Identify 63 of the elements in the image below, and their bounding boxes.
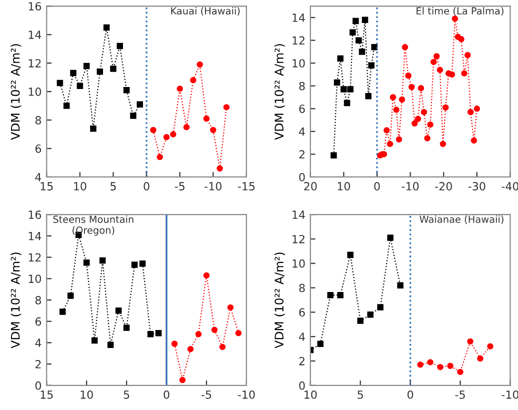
y-tick-label: 14	[292, 14, 305, 22]
y-tick-label: 2	[299, 356, 304, 366]
y-tick-label: 10	[28, 274, 42, 284]
x-tick-label: 10	[80, 390, 93, 399]
x-tick-label: 10	[338, 182, 350, 190]
y-tick-label: 8	[35, 116, 41, 124]
x-tick-label: 5	[110, 182, 116, 190]
y-tick-label: 14	[292, 210, 305, 219]
y-tick-label: 2	[36, 360, 41, 368]
x-tick-label: -10	[238, 390, 255, 399]
x-tick-label: 10	[74, 182, 86, 190]
y-axis-title: VDM (10²² A/m²)	[10, 252, 22, 348]
y-tick-label: 4	[35, 173, 42, 182]
y-tick-label: 12	[292, 234, 304, 244]
annotation: Waianae (Hawaii)	[420, 215, 504, 224]
x-tick-label: -15	[238, 182, 255, 190]
y-tick-label: 16	[28, 210, 42, 219]
x-tick-label: 10	[304, 390, 317, 399]
y-tick-label: 4	[299, 332, 305, 341]
y-tick-label: 12	[292, 36, 304, 45]
y-tick-label: 0	[299, 381, 305, 390]
y-tick-label: 10	[292, 59, 305, 68]
y-axis-title: VDM (10²² A/m²)	[10, 44, 22, 140]
annotation: Kauai (Hawaii)	[171, 7, 240, 16]
x-tick-label: -10	[402, 182, 419, 190]
y-axis-title: VDM (10²² A/m²)	[274, 44, 285, 140]
x-tick-label: -5	[455, 390, 465, 399]
x-tick-label: 0	[144, 182, 150, 190]
y-tick-label: 8	[299, 284, 305, 292]
y-tick-label: 14	[28, 30, 42, 39]
x-tick-label: 0	[374, 182, 380, 190]
y-tick-label: 12	[28, 59, 41, 68]
y-tick-label: 6	[299, 104, 305, 114]
y-tick-label: 16	[28, 2, 42, 11]
y-tick-label: 0	[35, 381, 42, 390]
x-tick-label: -5	[201, 390, 212, 399]
y-tick-label: 12	[28, 253, 41, 262]
x-tick-label: -10	[204, 182, 222, 190]
x-tick-label: -30	[468, 182, 486, 190]
x-tick-label: -5	[174, 182, 184, 190]
x-tick-label: 15	[40, 182, 53, 190]
x-tick-label: -20	[435, 182, 452, 190]
y-tick-label: 4	[299, 128, 305, 136]
y-tick-label: 6	[299, 308, 305, 317]
y-tick-label: 10	[28, 88, 42, 96]
x-tick-label: 0	[164, 390, 170, 399]
x-tick-label: 15	[40, 390, 53, 399]
annotation: Steens Mountain (Oregon)	[53, 215, 134, 236]
y-tick-label: 8	[35, 296, 41, 304]
x-tick-label: 20	[304, 182, 317, 190]
y-tick-label: 10	[292, 259, 305, 268]
y-tick-label: 2	[299, 150, 304, 158]
y-axis-title: VDM (10²² A/m²)	[274, 252, 285, 348]
y-tick-label: 14	[28, 232, 42, 240]
x-tick-label: 0	[408, 390, 414, 399]
x-tick-label: 5	[358, 390, 363, 399]
y-tick-label: 4	[35, 338, 42, 347]
y-tick-label: 6	[35, 144, 42, 153]
y-tick-label: 0	[299, 172, 305, 182]
y-tick-label: 6	[35, 317, 42, 326]
annotation: El time (La Palma)	[416, 7, 504, 16]
x-tick-label: 5	[124, 390, 130, 399]
y-tick-label: 8	[299, 82, 305, 90]
